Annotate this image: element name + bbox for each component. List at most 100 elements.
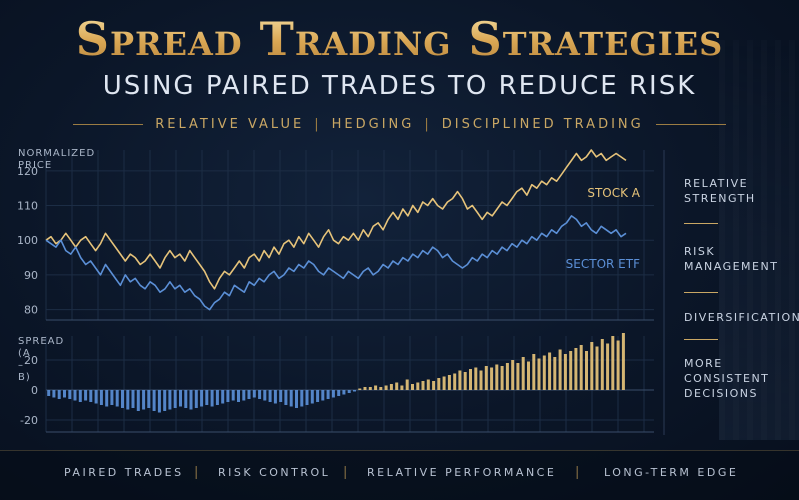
spread-bar [210, 390, 214, 407]
spread-bar [84, 390, 88, 401]
spread-bar [569, 351, 573, 390]
spread-bar [295, 390, 298, 408]
spread-bar [458, 370, 462, 390]
spread-bar [215, 390, 219, 405]
spread-bar [505, 363, 509, 390]
spread-bar [511, 360, 515, 390]
spread-bar [126, 390, 130, 410]
spread-bar [395, 382, 399, 390]
spread-bar [363, 387, 367, 390]
spread-bar [479, 370, 483, 390]
tagline-item-hedging: HEDGING [331, 117, 415, 132]
spread-bar [142, 390, 146, 410]
page-title: Spread Trading Strategies [0, 12, 799, 66]
spread-bar [379, 387, 383, 390]
spread-bar [426, 379, 430, 390]
series-line-stock-a [45, 149, 627, 290]
spread-bar [442, 376, 446, 390]
spread-bar [337, 390, 341, 396]
y-tick-label: 110 [17, 200, 38, 213]
spread-bar [537, 358, 541, 390]
spread-bar [532, 354, 536, 390]
spread-bar [121, 390, 124, 408]
spread-bar [226, 390, 230, 402]
spread-bar [47, 390, 51, 396]
spread-bar [563, 354, 567, 390]
spread-bar [200, 390, 204, 407]
spread-bar [152, 390, 156, 411]
tagline-separator: | [424, 117, 432, 132]
tagline-item-disciplined-trading: DISCIPLINED TRADING [441, 117, 644, 132]
spread-bar [579, 345, 583, 390]
spread-bar [89, 390, 93, 402]
spread-bar [590, 342, 594, 390]
y-tick-label: 90 [24, 269, 38, 282]
spread-bar [242, 390, 246, 401]
y-tick-label: 20 [24, 354, 38, 367]
spread-bar [231, 390, 235, 401]
footer-item-risk-control: RISK CONTROL [218, 466, 331, 479]
spread-bar [326, 390, 330, 399]
series-line-sector-etf [45, 215, 627, 311]
spread-bar [147, 390, 151, 408]
spread-bar [400, 385, 404, 390]
spread-bar [474, 367, 478, 390]
spread-bar [469, 369, 472, 390]
spread-bar [289, 390, 293, 407]
spread-bar [611, 336, 615, 390]
y-tick-label: 80 [24, 304, 38, 317]
spread-bar [384, 385, 388, 390]
spread-bar [416, 382, 420, 390]
spread-bar [516, 363, 520, 390]
y-tick-label: 120 [17, 165, 38, 178]
spread-bar [368, 387, 372, 390]
side-item-diversification: DIVERSIFICATION [684, 311, 799, 324]
spread-bar [495, 364, 499, 390]
side-item-risk-management: RISK MANAGEMENT [684, 245, 779, 273]
spread-bar [194, 390, 198, 408]
tagline-separator: | [314, 117, 322, 132]
spread-bar [247, 390, 251, 399]
spread-bar [353, 390, 356, 392]
spread-bar [252, 390, 256, 398]
tagline-item-relative-value: RELATIVE VALUE [155, 117, 305, 132]
spread-bar [268, 390, 272, 402]
spread-bar [221, 390, 225, 404]
spread-bar [342, 390, 346, 395]
spread-bar [321, 390, 325, 401]
y-axis-title: NORMALIZED PRICE [18, 148, 95, 171]
y-tick-label: 0 [31, 384, 38, 397]
spread-bar [131, 390, 135, 408]
side-divider [684, 292, 718, 293]
spread-bar [347, 390, 351, 393]
spread-bar [305, 390, 309, 405]
footer-separator: | [194, 465, 199, 480]
footer-item-relative-performance: RELATIVE PERFORMANCE [367, 466, 557, 479]
series-label-sector-etf: SECTOR ETF [566, 257, 640, 271]
spread-bar [411, 384, 414, 390]
spread-bar [437, 378, 441, 390]
y-axis-title: SPREAD (A – B) [18, 336, 64, 383]
spread-bar [184, 390, 188, 408]
spread-bar [331, 390, 335, 398]
spread-bar [115, 390, 119, 407]
spread-bar [405, 379, 409, 390]
spread-bar [595, 346, 599, 390]
spread-bar [616, 340, 620, 390]
side-item-relative-strength: RELATIVE STRENGTH [684, 177, 756, 205]
spread-bar [157, 390, 161, 413]
spread-bar [52, 390, 56, 398]
spread-bar [105, 390, 109, 407]
footer-bar: PAIRED TRADES | RISK CONTROL | RELATIVE … [0, 450, 799, 500]
spread-bar [99, 390, 103, 405]
spread-bar [300, 390, 304, 407]
spread-bar [453, 373, 457, 390]
side-divider [684, 339, 718, 340]
spread-bar [358, 388, 362, 390]
spread-bar [389, 384, 393, 390]
spread-bar [463, 372, 467, 390]
spread-bar [136, 390, 140, 411]
spread-bar [179, 390, 182, 407]
spread-bar [63, 390, 66, 398]
